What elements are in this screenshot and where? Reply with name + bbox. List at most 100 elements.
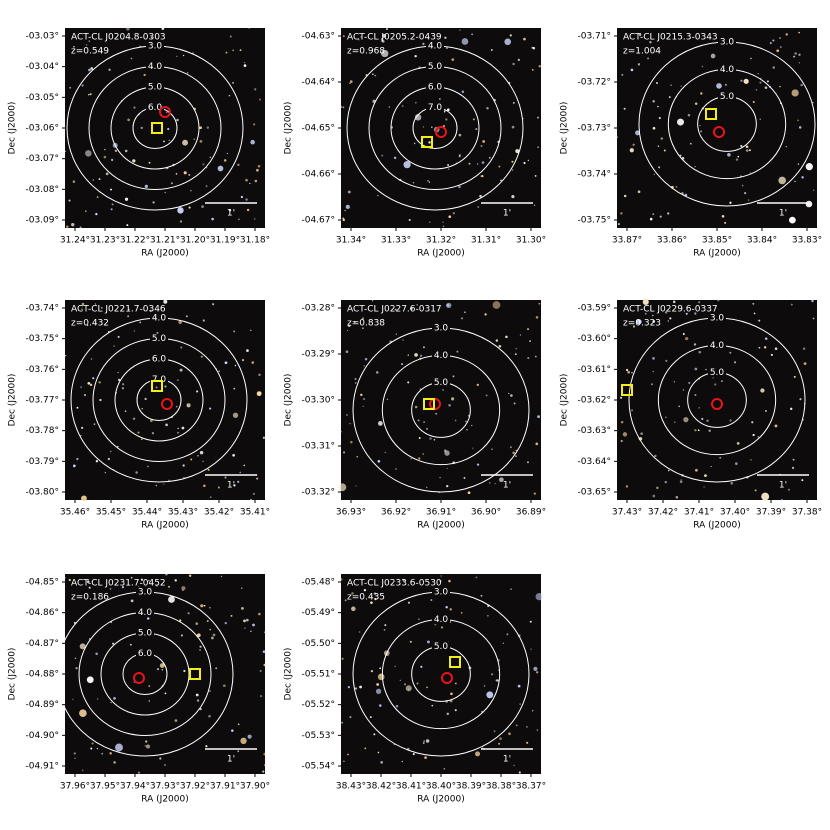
star (176, 431, 180, 434)
y-tick-label: -04.87° (25, 639, 59, 649)
star (455, 682, 457, 685)
star (199, 450, 204, 455)
scale-bar-label: 1' (227, 481, 235, 491)
star (126, 27, 130, 31)
star (349, 422, 351, 425)
star (697, 429, 700, 432)
star (703, 486, 705, 488)
star (458, 154, 461, 157)
y-tick-label: -03.76° (25, 365, 59, 375)
star (431, 126, 433, 129)
star (694, 102, 698, 105)
star (199, 645, 202, 648)
star (511, 160, 514, 163)
star (463, 477, 466, 479)
star (694, 312, 697, 315)
star (659, 215, 662, 218)
star (243, 61, 246, 64)
star (263, 631, 266, 634)
star (165, 423, 168, 427)
star (776, 49, 780, 53)
star (664, 311, 668, 314)
star (658, 116, 661, 120)
star (117, 371, 119, 374)
star (620, 212, 623, 215)
star (351, 592, 354, 595)
star (647, 57, 650, 60)
star (409, 640, 412, 643)
star (770, 353, 773, 356)
star (257, 165, 261, 168)
star (223, 159, 227, 162)
star (388, 106, 390, 108)
star (737, 155, 740, 158)
panel-title: ACT-CL J0215.3-0343 (623, 33, 718, 43)
star (416, 304, 419, 306)
x-tick-label: 31.32° (426, 236, 456, 246)
x-tick-label: 31.20° (180, 236, 210, 246)
star (176, 379, 179, 382)
star (812, 189, 815, 191)
star (448, 404, 451, 407)
star (378, 704, 382, 707)
x-tick-label: 33.84° (747, 236, 777, 246)
contour-label-bg (708, 340, 726, 351)
star (446, 712, 450, 716)
star (758, 319, 761, 322)
star (190, 189, 192, 192)
star (401, 760, 404, 763)
y-axis-label: Dec (J2000) (284, 648, 294, 701)
contour-label-bg (426, 41, 444, 51)
star (360, 393, 363, 397)
star (443, 449, 447, 452)
star (202, 163, 205, 166)
star (515, 724, 518, 727)
star (750, 459, 752, 461)
star (490, 49, 493, 51)
x-tick-label: 38.43° (336, 782, 366, 792)
star (110, 208, 113, 211)
star (750, 57, 752, 60)
star (479, 194, 482, 198)
y-tick-label: -03.60° (577, 334, 611, 344)
star (188, 173, 191, 177)
star (241, 607, 244, 610)
contour-label: 3.0 (434, 324, 449, 334)
star (355, 485, 357, 487)
x-tick-label: 38.39° (456, 782, 486, 792)
star (94, 303, 97, 305)
star (188, 206, 191, 209)
star (664, 480, 668, 484)
star (145, 744, 151, 749)
star (229, 35, 232, 38)
star (801, 479, 804, 482)
star (805, 163, 813, 171)
star (466, 428, 468, 431)
star (103, 155, 107, 159)
star (156, 331, 159, 334)
star (353, 320, 356, 323)
star (724, 221, 727, 224)
star (224, 621, 227, 625)
star (195, 693, 199, 697)
star (652, 314, 654, 317)
star (526, 461, 529, 464)
star (657, 105, 659, 108)
star (483, 685, 486, 687)
star (90, 358, 93, 360)
star (694, 429, 697, 432)
star (532, 46, 536, 50)
panel-title: ACT-CL J0227.6-0317 (347, 305, 442, 315)
star (752, 100, 755, 104)
star (663, 149, 666, 152)
star (86, 580, 90, 583)
star (769, 42, 772, 44)
star (93, 423, 96, 425)
star (792, 458, 795, 461)
y-tick-label: -03.09° (25, 216, 59, 226)
star (156, 667, 160, 671)
y-tick-label: -04.66° (301, 170, 335, 180)
star (386, 398, 389, 401)
star (488, 156, 491, 159)
star (766, 80, 769, 83)
